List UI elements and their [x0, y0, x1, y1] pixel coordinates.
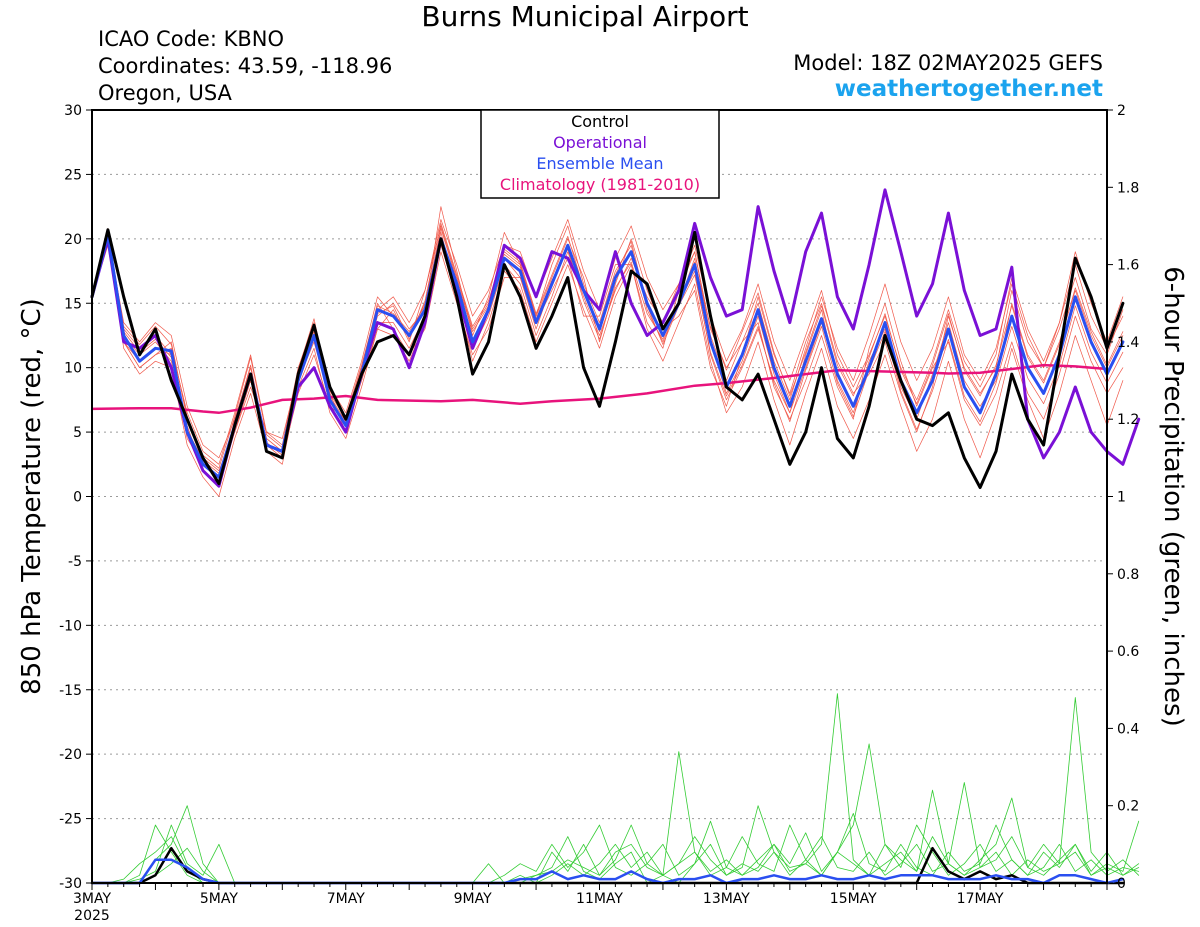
- y2-tick-label: 0.2: [1117, 799, 1139, 815]
- y2-tick-label: 0.6: [1117, 644, 1139, 660]
- y-axis-label: 850 hPa Temperature (red, °C): [17, 298, 47, 695]
- model-run: Model: 18Z 02MAY2025 GEFS: [793, 51, 1103, 75]
- website-link[interactable]: weathertogether.net: [834, 76, 1103, 102]
- precip-member-line: [91, 824, 1140, 884]
- y-tick-label: 25: [64, 167, 82, 183]
- y-tick-label: 15: [64, 296, 82, 312]
- y2-axis-label: 6-hour Precipitation (green, inches): [1158, 266, 1188, 726]
- y2-tick-label: 2: [1117, 103, 1126, 119]
- temp-member-line: [91, 206, 1124, 478]
- y2-tick-label: 1.4: [1117, 335, 1139, 351]
- x-tick-label: 5MAY: [200, 891, 238, 907]
- y-tick-label: 10: [64, 361, 82, 377]
- chart-title: Burns Municipal Airport: [421, 0, 749, 33]
- plot-frame: [91, 109, 1108, 884]
- precip-member-line: [91, 743, 1140, 884]
- y-tick-label: -25: [59, 812, 82, 828]
- legend-entry: Operational: [553, 133, 647, 152]
- y2-tick-label: 0.4: [1117, 721, 1139, 737]
- control-line: [90, 228, 1125, 489]
- precip-member-line: [91, 693, 1140, 884]
- y-tick-label: -15: [59, 683, 82, 699]
- y-tick-label: -5: [68, 554, 82, 570]
- x-tick-label: 11MAY: [576, 891, 623, 907]
- legend-entry: Climatology (1981-2010): [500, 175, 700, 194]
- x-tick-label: 13MAY: [703, 891, 750, 907]
- legend-entry: Ensemble Mean: [536, 154, 663, 173]
- legend-entry: Control: [571, 112, 629, 131]
- temp-member-line: [91, 219, 1124, 459]
- x-tick-label: 9MAY: [454, 891, 492, 907]
- temp-member-line: [91, 244, 1124, 472]
- y2-tick-label: 1.8: [1117, 180, 1139, 196]
- region: Oregon, USA: [98, 81, 232, 105]
- ensemble-mean-line: [90, 233, 1125, 479]
- y2-tick-label: 0: [1117, 876, 1126, 892]
- y2-tick-label: 1: [1117, 490, 1126, 506]
- y-tick-label: -10: [59, 618, 82, 634]
- temp-member-line: [91, 223, 1124, 474]
- precip-member-line: [91, 789, 1140, 884]
- coordinates: Coordinates: 43.59, -118.96: [98, 54, 393, 78]
- y-tick-label: 20: [64, 232, 82, 248]
- y-tick-label: 30: [64, 103, 82, 119]
- temp-member-line: [91, 225, 1124, 484]
- x-tick-label: 17MAY: [957, 891, 1004, 907]
- y-tick-label: 5: [73, 425, 82, 441]
- temp-member-line: [91, 228, 1124, 469]
- x-tick-sublabel: 2025: [74, 908, 110, 924]
- x-tick-label: 3MAY: [73, 891, 111, 907]
- temp-member-line: [91, 232, 1124, 484]
- y2-tick-label: 1.2: [1117, 412, 1139, 428]
- x-tick-label: 7MAY: [327, 891, 365, 907]
- legend-box: [480, 109, 720, 199]
- y-tick-label: -20: [59, 747, 82, 763]
- y2-tick-label: 0.8: [1117, 567, 1139, 583]
- y-tick-label: 0: [73, 490, 82, 506]
- x-tick-label: 15MAY: [830, 891, 877, 907]
- y-tick-label: -30: [59, 876, 82, 892]
- icao-code: ICAO Code: KBNO: [98, 27, 284, 51]
- y2-tick-label: 1.6: [1117, 258, 1139, 274]
